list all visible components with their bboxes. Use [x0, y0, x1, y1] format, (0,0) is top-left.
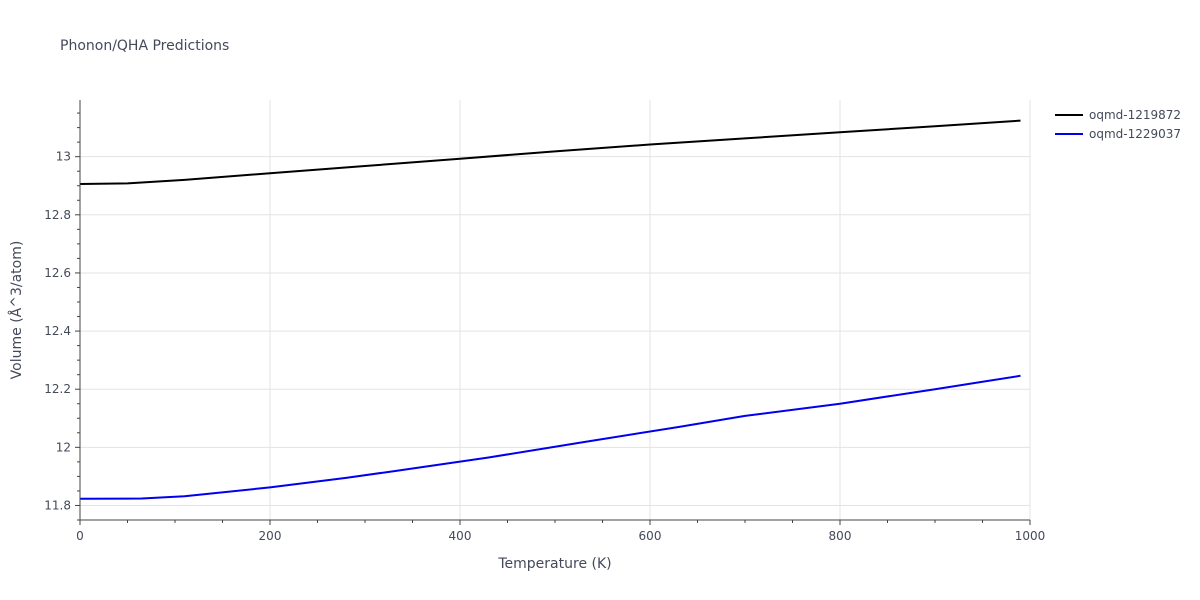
legend-label: oqmd-1229037: [1089, 127, 1181, 141]
y-tick-label: 12.6: [44, 266, 71, 280]
y-axis-title: Volume (Å^3/atom): [8, 241, 25, 380]
x-axis-title: Temperature (K): [497, 556, 611, 572]
legend-item-oqmd-1229037[interactable]: oqmd-1229037: [1055, 127, 1181, 141]
legend-item-oqmd-1219872[interactable]: oqmd-1219872: [1055, 108, 1181, 122]
y-tick-label: 12: [56, 440, 71, 454]
series-lines: [79, 119, 1021, 500]
x-tick-label: 1000: [1015, 529, 1046, 543]
x-tick-label: 200: [259, 529, 282, 543]
chart-title: Phonon/QHA Predictions: [60, 38, 229, 54]
grid: [80, 100, 1031, 520]
series-line-oqmd-1219872: [79, 119, 1021, 185]
y-tick-label: 12.2: [44, 382, 71, 396]
x-tick-label: 0: [76, 529, 84, 543]
legend[interactable]: oqmd-1219872 oqmd-1229037: [1055, 108, 1181, 141]
series-line-oqmd-1229037: [79, 374, 1021, 500]
y-tick-label: 12.4: [44, 324, 71, 338]
y-tick-label: 11.8: [44, 498, 71, 512]
y-tick-label: 13: [56, 150, 71, 164]
y-tick-label: 12.8: [44, 208, 71, 222]
x-tick-label: 800: [829, 529, 852, 543]
x-tick-label: 400: [449, 529, 472, 543]
axes: 0 200 400 600 800 1000 11.8 12 12.2 12.4 12.6 12.8 1…: [44, 100, 1045, 543]
x-tick-label: 600: [639, 529, 662, 543]
legend-label: oqmd-1219872: [1089, 108, 1181, 122]
